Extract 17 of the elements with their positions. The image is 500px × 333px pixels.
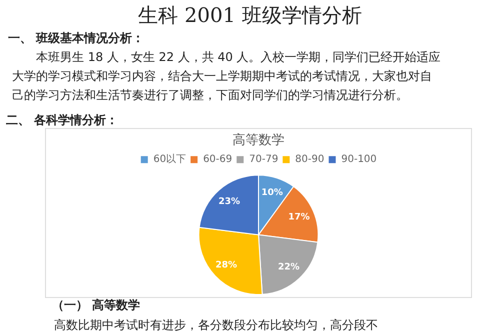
- data-label: 10%: [261, 188, 283, 198]
- legend-label: 80-90: [295, 154, 324, 166]
- legend-label: 70-79: [249, 154, 278, 166]
- data-label: 17%: [288, 212, 310, 223]
- text: 高数比期中考试时有进步，各分数段分布比较均匀，高分段不: [54, 317, 378, 333]
- legend-label: 60-69: [203, 154, 232, 166]
- legend-label: 90-100: [341, 154, 377, 166]
- text: 二、 各科学情分析：: [6, 112, 118, 129]
- text: 生科 2001 班级学情分析: [137, 2, 363, 29]
- text: （一） 高等数学: [52, 297, 140, 314]
- data-label: 23%: [218, 197, 240, 208]
- text: 本班男生 18 人，女生 22 人，共 40 人。入校一学期，同学们已经开始适应大学的学习模式和学习内容，结合大一上学期期中考试的考试情况，大家也对自己的学习方法和生活节奏进行了调整，下面对同学们的学习情况进行分析。: [12, 49, 442, 104]
- text: 一、 班级基本情况分析：: [8, 30, 144, 47]
- data-label: 22%: [278, 262, 300, 272]
- legend-label: 60以下: [153, 153, 186, 166]
- data-label: 28%: [216, 260, 238, 270]
- chart-title: 高等数学: [232, 132, 284, 148]
